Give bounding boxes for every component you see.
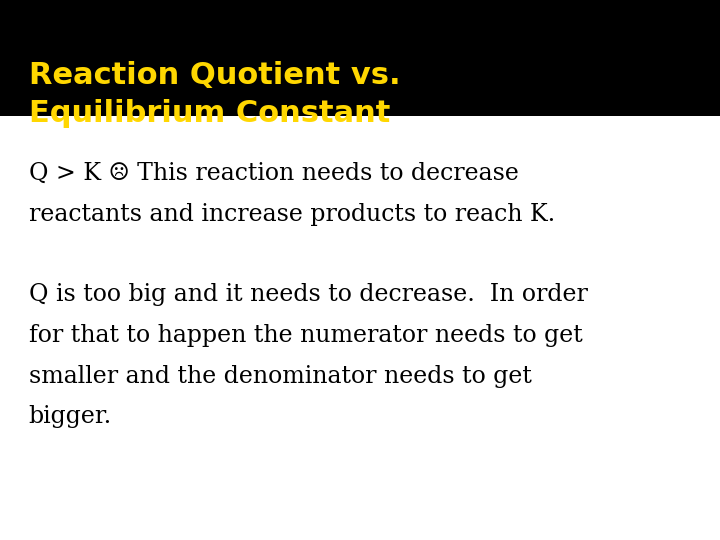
Text: Reaction Quotient vs.: Reaction Quotient vs.	[29, 61, 400, 90]
Text: Q > K ☹ This reaction needs to decrease: Q > K ☹ This reaction needs to decrease	[29, 162, 518, 185]
Text: bigger.: bigger.	[29, 405, 112, 428]
Text: smaller and the denominator needs to get: smaller and the denominator needs to get	[29, 364, 531, 388]
Text: for that to happen the numerator needs to get: for that to happen the numerator needs t…	[29, 324, 582, 347]
Text: Equilibrium Constant: Equilibrium Constant	[29, 99, 390, 128]
FancyBboxPatch shape	[0, 0, 720, 116]
Text: reactants and increase products to reach K.: reactants and increase products to reach…	[29, 202, 555, 226]
Text: Q is too big and it needs to decrease.  In order: Q is too big and it needs to decrease. I…	[29, 284, 588, 307]
